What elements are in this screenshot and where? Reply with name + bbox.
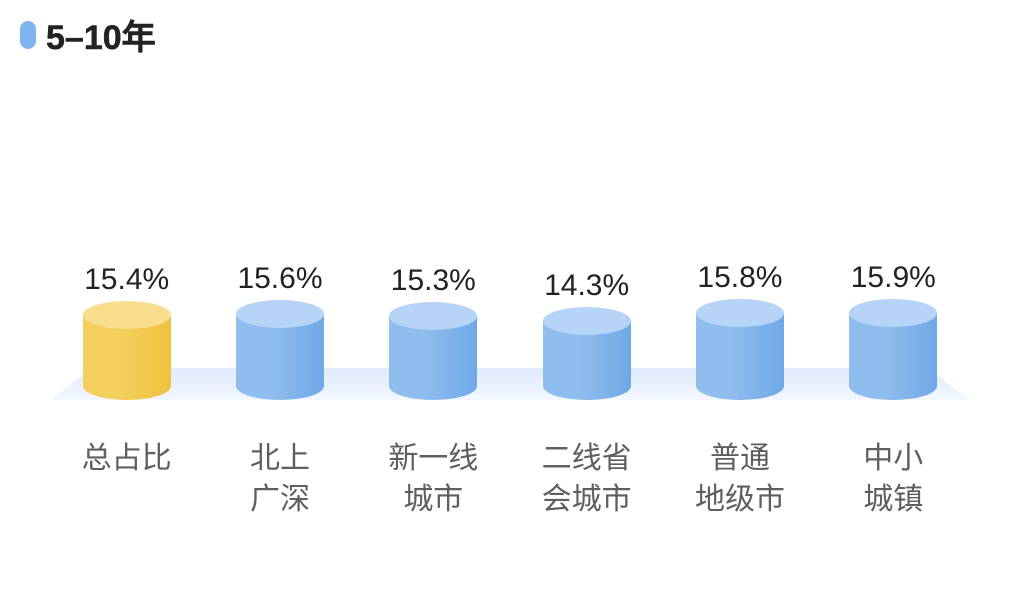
bar-value-label: 15.4% <box>84 263 169 297</box>
bar-value-label: 15.3% <box>391 264 476 298</box>
cylinder-top <box>83 301 171 329</box>
cylinder-top <box>543 307 631 335</box>
cylinder-top <box>696 299 784 327</box>
legend-color-chip <box>20 21 36 49</box>
cylinder-top <box>389 302 477 330</box>
x-axis-label: 总占比 <box>57 439 197 520</box>
cylinder-bar <box>849 313 937 400</box>
cylinder-bar <box>236 314 324 400</box>
bar-column: 15.4% <box>82 263 172 400</box>
cylinder-top <box>849 299 937 327</box>
bar-column: 14.3% <box>542 269 632 400</box>
cylinder-bar <box>389 316 477 400</box>
cylinder-bar <box>83 315 171 400</box>
x-axis-label: 中小 城镇 <box>823 439 963 520</box>
bar-column: 15.6% <box>235 262 325 400</box>
bar-value-label: 15.9% <box>851 261 936 295</box>
bar-value-label: 14.3% <box>544 269 629 303</box>
legend-label: 5–10年 <box>46 10 156 59</box>
x-axis-label: 二线省 会城市 <box>517 439 657 520</box>
chart-stage: 15.4% 15.6% 15.3% 14.3% 15.8% 15.9% 总占比北上 广深新… <box>50 100 970 520</box>
bar-column: 15.8% <box>695 261 785 400</box>
cylinder-top <box>236 300 324 328</box>
bar-value-label: 15.6% <box>237 262 322 296</box>
legend: 5–10年 <box>20 10 156 59</box>
x-axis-label: 普通 地级市 <box>670 439 810 520</box>
bar-column: 15.9% <box>848 261 938 400</box>
x-axis-label: 北上 广深 <box>210 439 350 520</box>
x-axis-label: 新一线 城市 <box>363 439 503 520</box>
bar-value-label: 15.8% <box>697 261 782 295</box>
x-axis-labels: 总占比北上 广深新一线 城市二线省 会城市普通 地级市中小 城镇 <box>50 439 970 520</box>
bars-container: 15.4% 15.6% 15.3% 14.3% 15.8% 15.9% <box>50 140 970 400</box>
cylinder-bar <box>543 321 631 400</box>
bar-column: 15.3% <box>388 264 478 400</box>
cylinder-bar <box>696 313 784 400</box>
